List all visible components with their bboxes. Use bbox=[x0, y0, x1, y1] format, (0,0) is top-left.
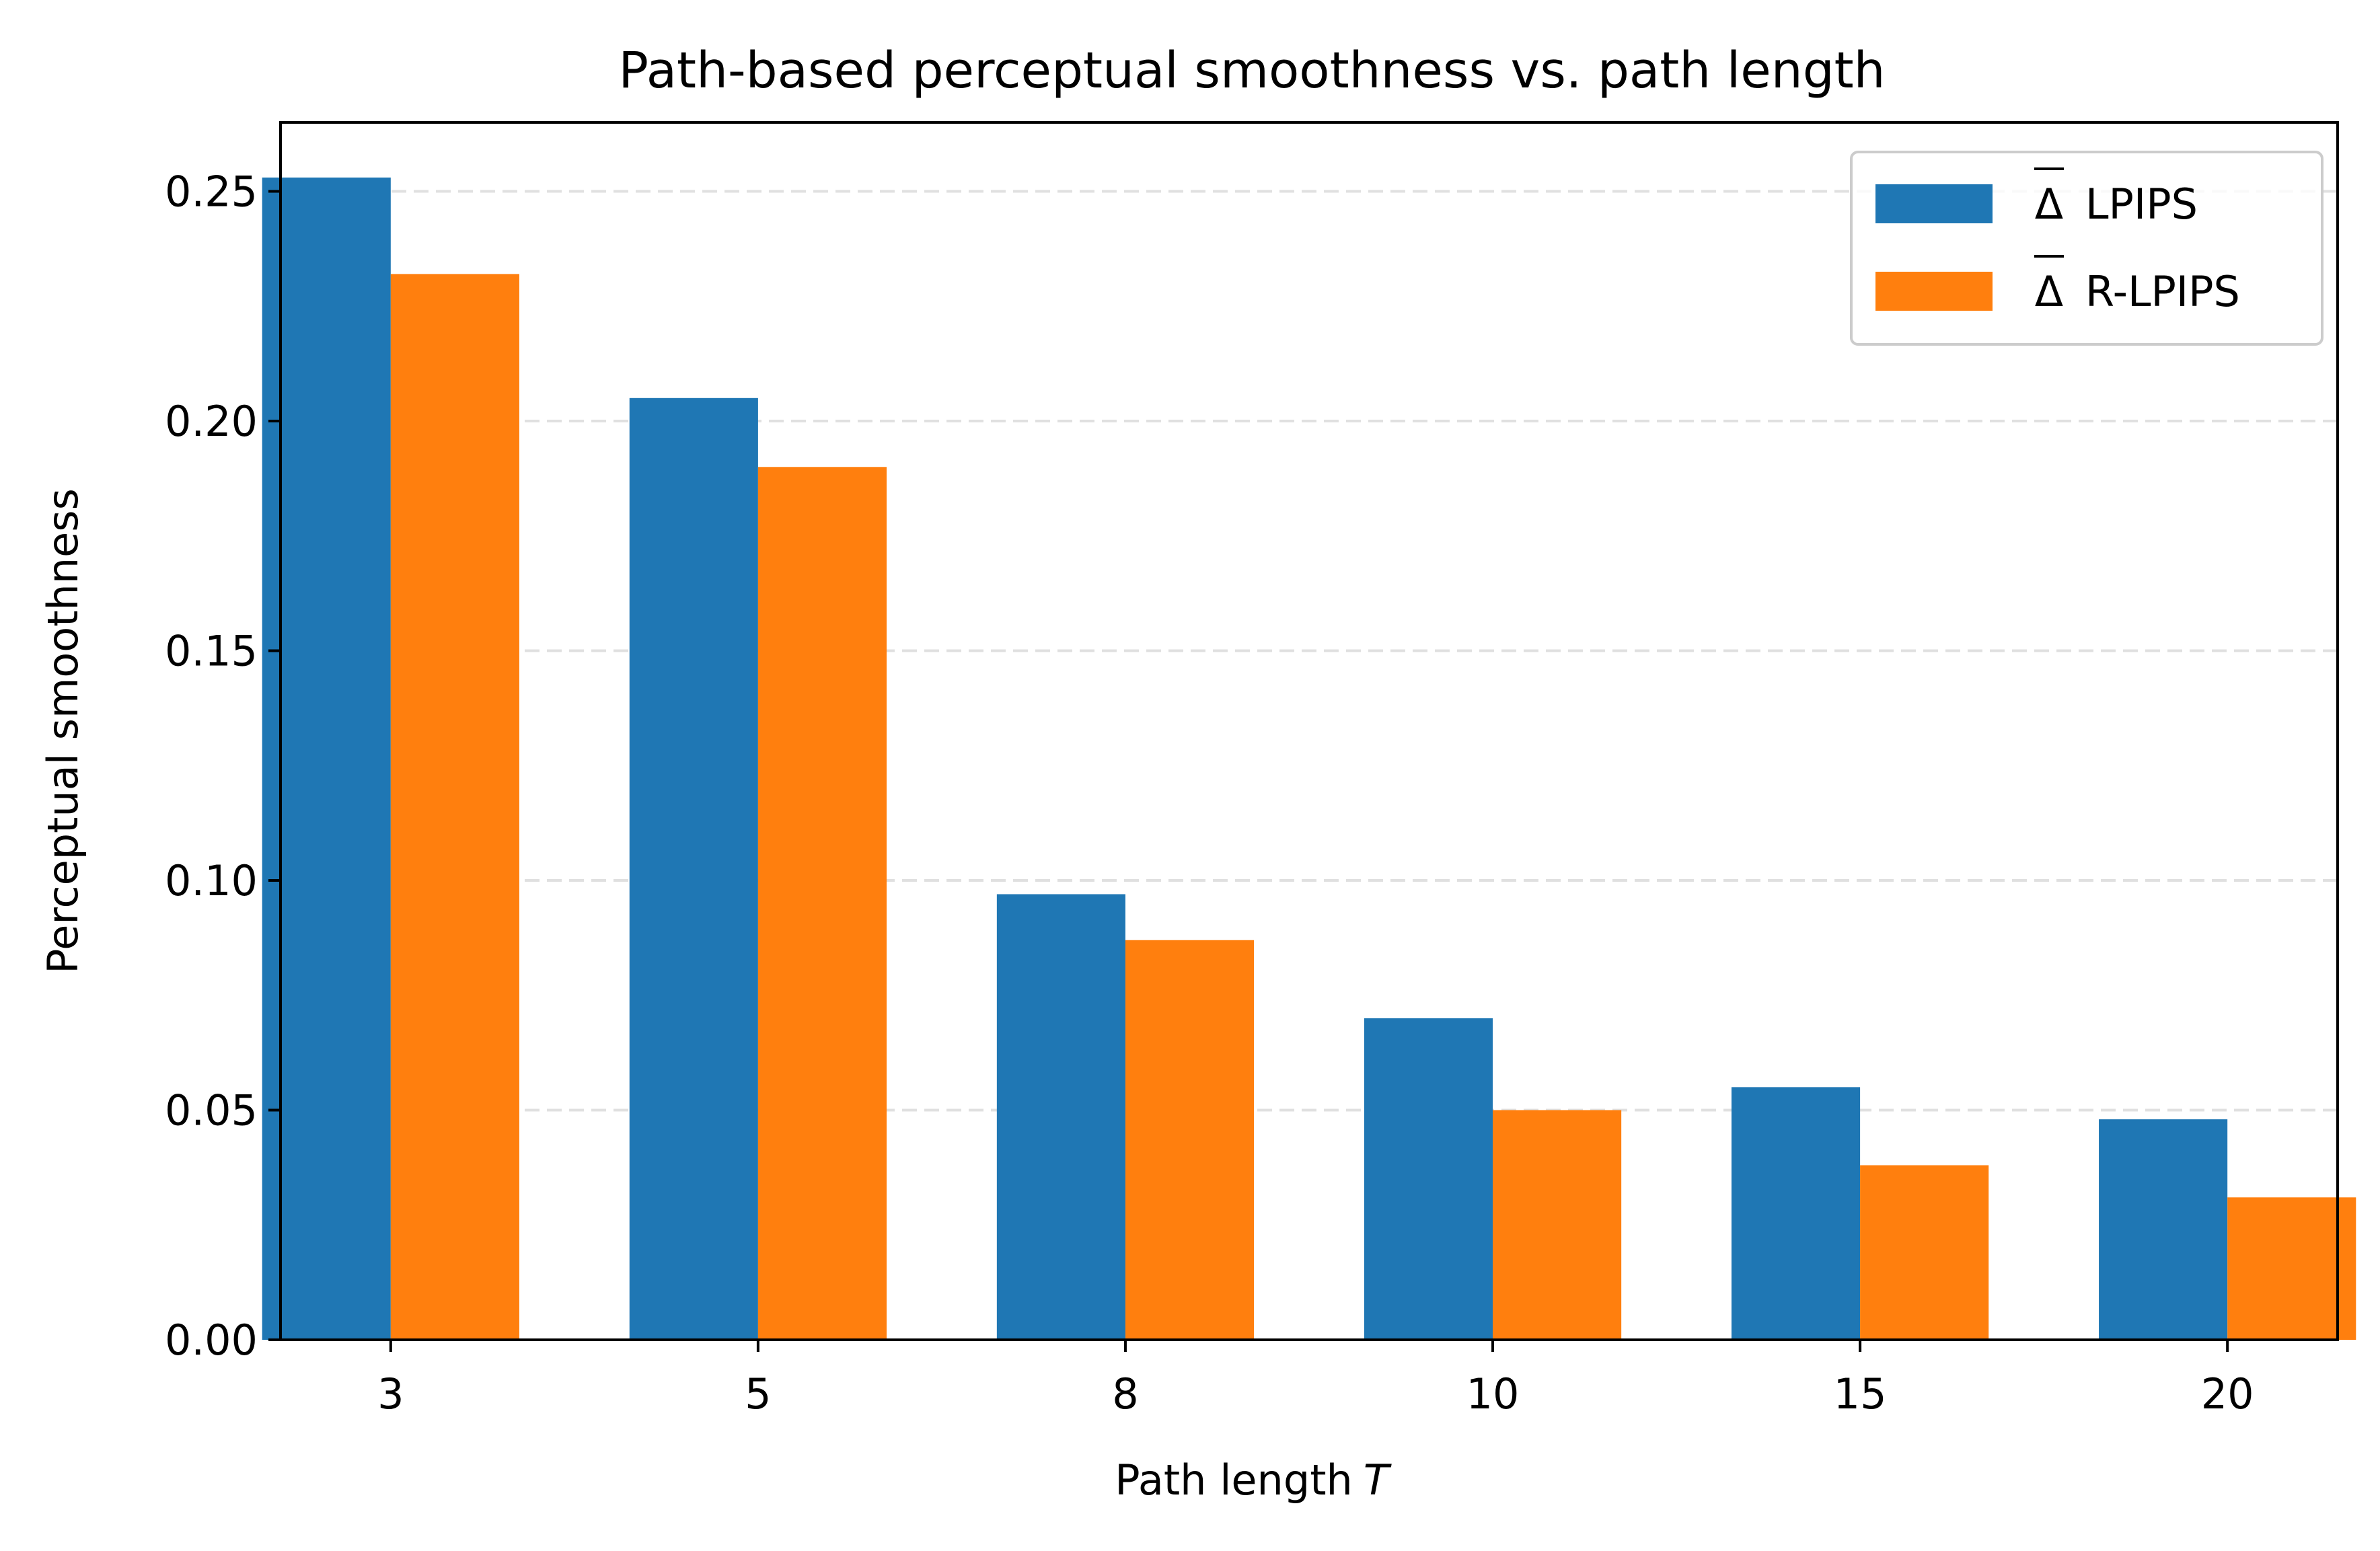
x-axis-title-variable: T bbox=[1364, 1455, 1392, 1505]
y-tick-label: 0.05 bbox=[165, 1086, 258, 1135]
y-tick-label: 0.15 bbox=[165, 626, 258, 675]
y-tick-label: 0.25 bbox=[165, 167, 258, 216]
legend-label-r-lpips: R-LPIPS bbox=[2085, 267, 2240, 316]
x-tick-label: 5 bbox=[745, 1369, 771, 1418]
legend: Δ LPIPS Δ R-LPIPS bbox=[1850, 151, 2323, 346]
bar-r-lpips-3 bbox=[390, 274, 519, 1340]
bar-r-lpips-8 bbox=[1125, 940, 1255, 1340]
legend-symbol: Δ bbox=[2035, 180, 2063, 229]
y-tick-label: 0.00 bbox=[165, 1316, 258, 1365]
plot-frame bbox=[279, 121, 2339, 1341]
y-axis-title: Perceptual smoothness bbox=[38, 488, 87, 974]
bar-lpips-20 bbox=[2099, 1119, 2228, 1340]
x-axis-title-text: Path length bbox=[1115, 1455, 1353, 1505]
legend-label-lpips: LPIPS bbox=[2085, 180, 2198, 229]
x-axis-title: Path length T bbox=[1115, 1455, 1392, 1505]
x-tick-label: 8 bbox=[1112, 1369, 1138, 1418]
x-tick-label: 10 bbox=[1466, 1369, 1520, 1418]
legend-swatch-r-lpips bbox=[1875, 272, 1993, 311]
bars bbox=[262, 177, 2356, 1340]
bar-lpips-10 bbox=[1364, 1018, 1493, 1340]
y-axis: 0.00 0.05 0.10 0.15 0.20 0.25 bbox=[165, 167, 281, 1365]
bar-lpips-5 bbox=[629, 398, 758, 1340]
bar-lpips-8 bbox=[996, 894, 1125, 1340]
legend-swatch-lpips bbox=[1875, 184, 1993, 223]
bar-lpips-15 bbox=[1731, 1087, 1861, 1340]
chart-title: Path-based perceptual smoothness vs. pat… bbox=[618, 42, 1885, 100]
x-tick-label: 15 bbox=[1834, 1369, 1887, 1418]
bar-r-lpips-10 bbox=[1493, 1110, 1622, 1340]
legend-symbol: Δ bbox=[2035, 267, 2063, 316]
bar-r-lpips-15 bbox=[1860, 1165, 1989, 1340]
x-tick-label: 3 bbox=[377, 1369, 404, 1418]
x-tick-label: 20 bbox=[2201, 1369, 2254, 1418]
y-tick-label: 0.20 bbox=[165, 397, 258, 446]
bar-r-lpips-20 bbox=[2227, 1197, 2356, 1340]
y-tick-label: 0.10 bbox=[165, 856, 258, 905]
gridlines bbox=[281, 190, 2338, 1112]
bar-r-lpips-5 bbox=[757, 467, 887, 1340]
x-axis: 3 5 8 10 15 20 bbox=[377, 1340, 2254, 1418]
bar-lpips-3 bbox=[262, 177, 391, 1340]
